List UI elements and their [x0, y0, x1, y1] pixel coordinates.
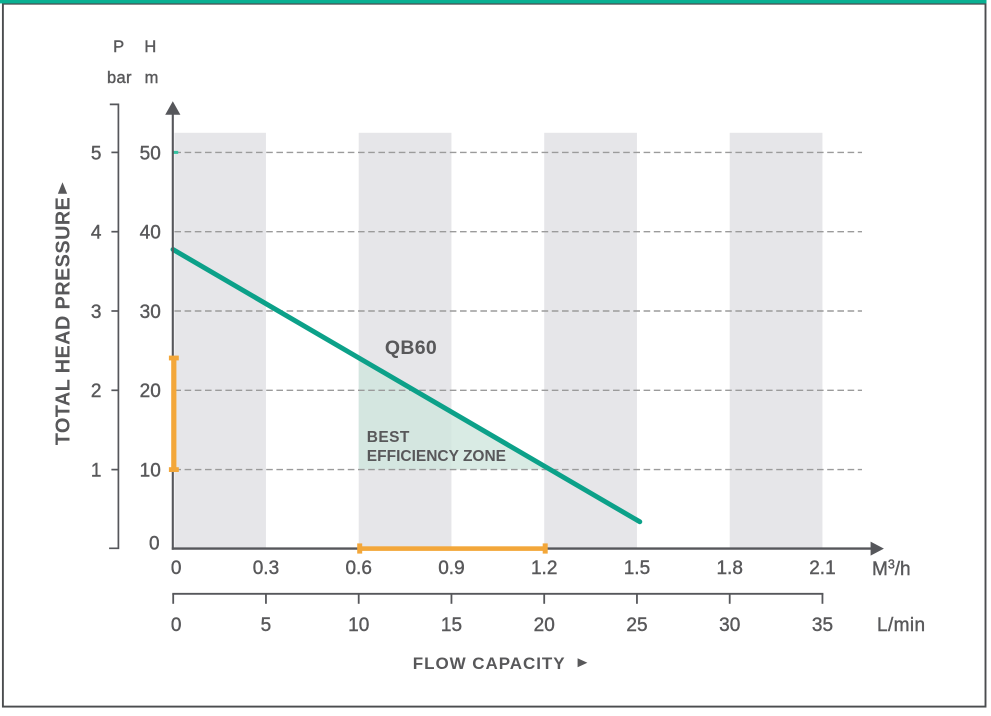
svg-text:5: 5	[91, 143, 102, 164]
svg-text:QB60: QB60	[385, 337, 437, 359]
svg-text:0.6: 0.6	[345, 558, 371, 579]
svg-text:m: m	[145, 69, 159, 87]
svg-text:FLOW CAPACITY: FLOW CAPACITY	[413, 654, 566, 673]
svg-text:40: 40	[140, 223, 161, 244]
svg-text:EFFICIENCY ZONE: EFFICIENCY ZONE	[367, 448, 506, 465]
svg-text:20: 20	[534, 615, 555, 636]
svg-text:10: 10	[140, 461, 161, 482]
svg-text:50: 50	[140, 143, 161, 164]
svg-text:bar: bar	[107, 69, 132, 87]
svg-text:4: 4	[91, 223, 102, 244]
svg-text:L/min: L/min	[877, 615, 925, 636]
svg-text:15: 15	[441, 615, 462, 636]
svg-text:20: 20	[140, 381, 161, 402]
svg-text:TOTAL HEAD PRESSURE: TOTAL HEAD PRESSURE	[53, 197, 75, 446]
svg-text:1: 1	[91, 461, 102, 482]
svg-text:5: 5	[261, 615, 272, 636]
svg-text:1.5: 1.5	[624, 558, 650, 579]
svg-text:0: 0	[149, 534, 160, 555]
svg-text:0.3: 0.3	[253, 558, 279, 579]
svg-text:1.2: 1.2	[531, 558, 557, 579]
svg-text:10: 10	[348, 615, 369, 636]
svg-text:H: H	[144, 38, 156, 56]
svg-text:1.8: 1.8	[716, 558, 742, 579]
svg-text:M3/h: M3/h	[872, 558, 911, 581]
svg-text:0: 0	[171, 558, 182, 579]
svg-text:25: 25	[626, 615, 647, 636]
svg-text:30: 30	[140, 302, 161, 323]
svg-text:0: 0	[171, 615, 182, 636]
svg-text:35: 35	[812, 615, 833, 636]
svg-text:2.1: 2.1	[809, 558, 835, 579]
svg-text:BEST: BEST	[367, 429, 410, 446]
svg-text:30: 30	[719, 615, 740, 636]
svg-text:0.9: 0.9	[438, 558, 464, 579]
svg-text:3: 3	[91, 302, 102, 323]
svg-text:2: 2	[91, 381, 102, 402]
svg-text:P: P	[113, 38, 124, 56]
